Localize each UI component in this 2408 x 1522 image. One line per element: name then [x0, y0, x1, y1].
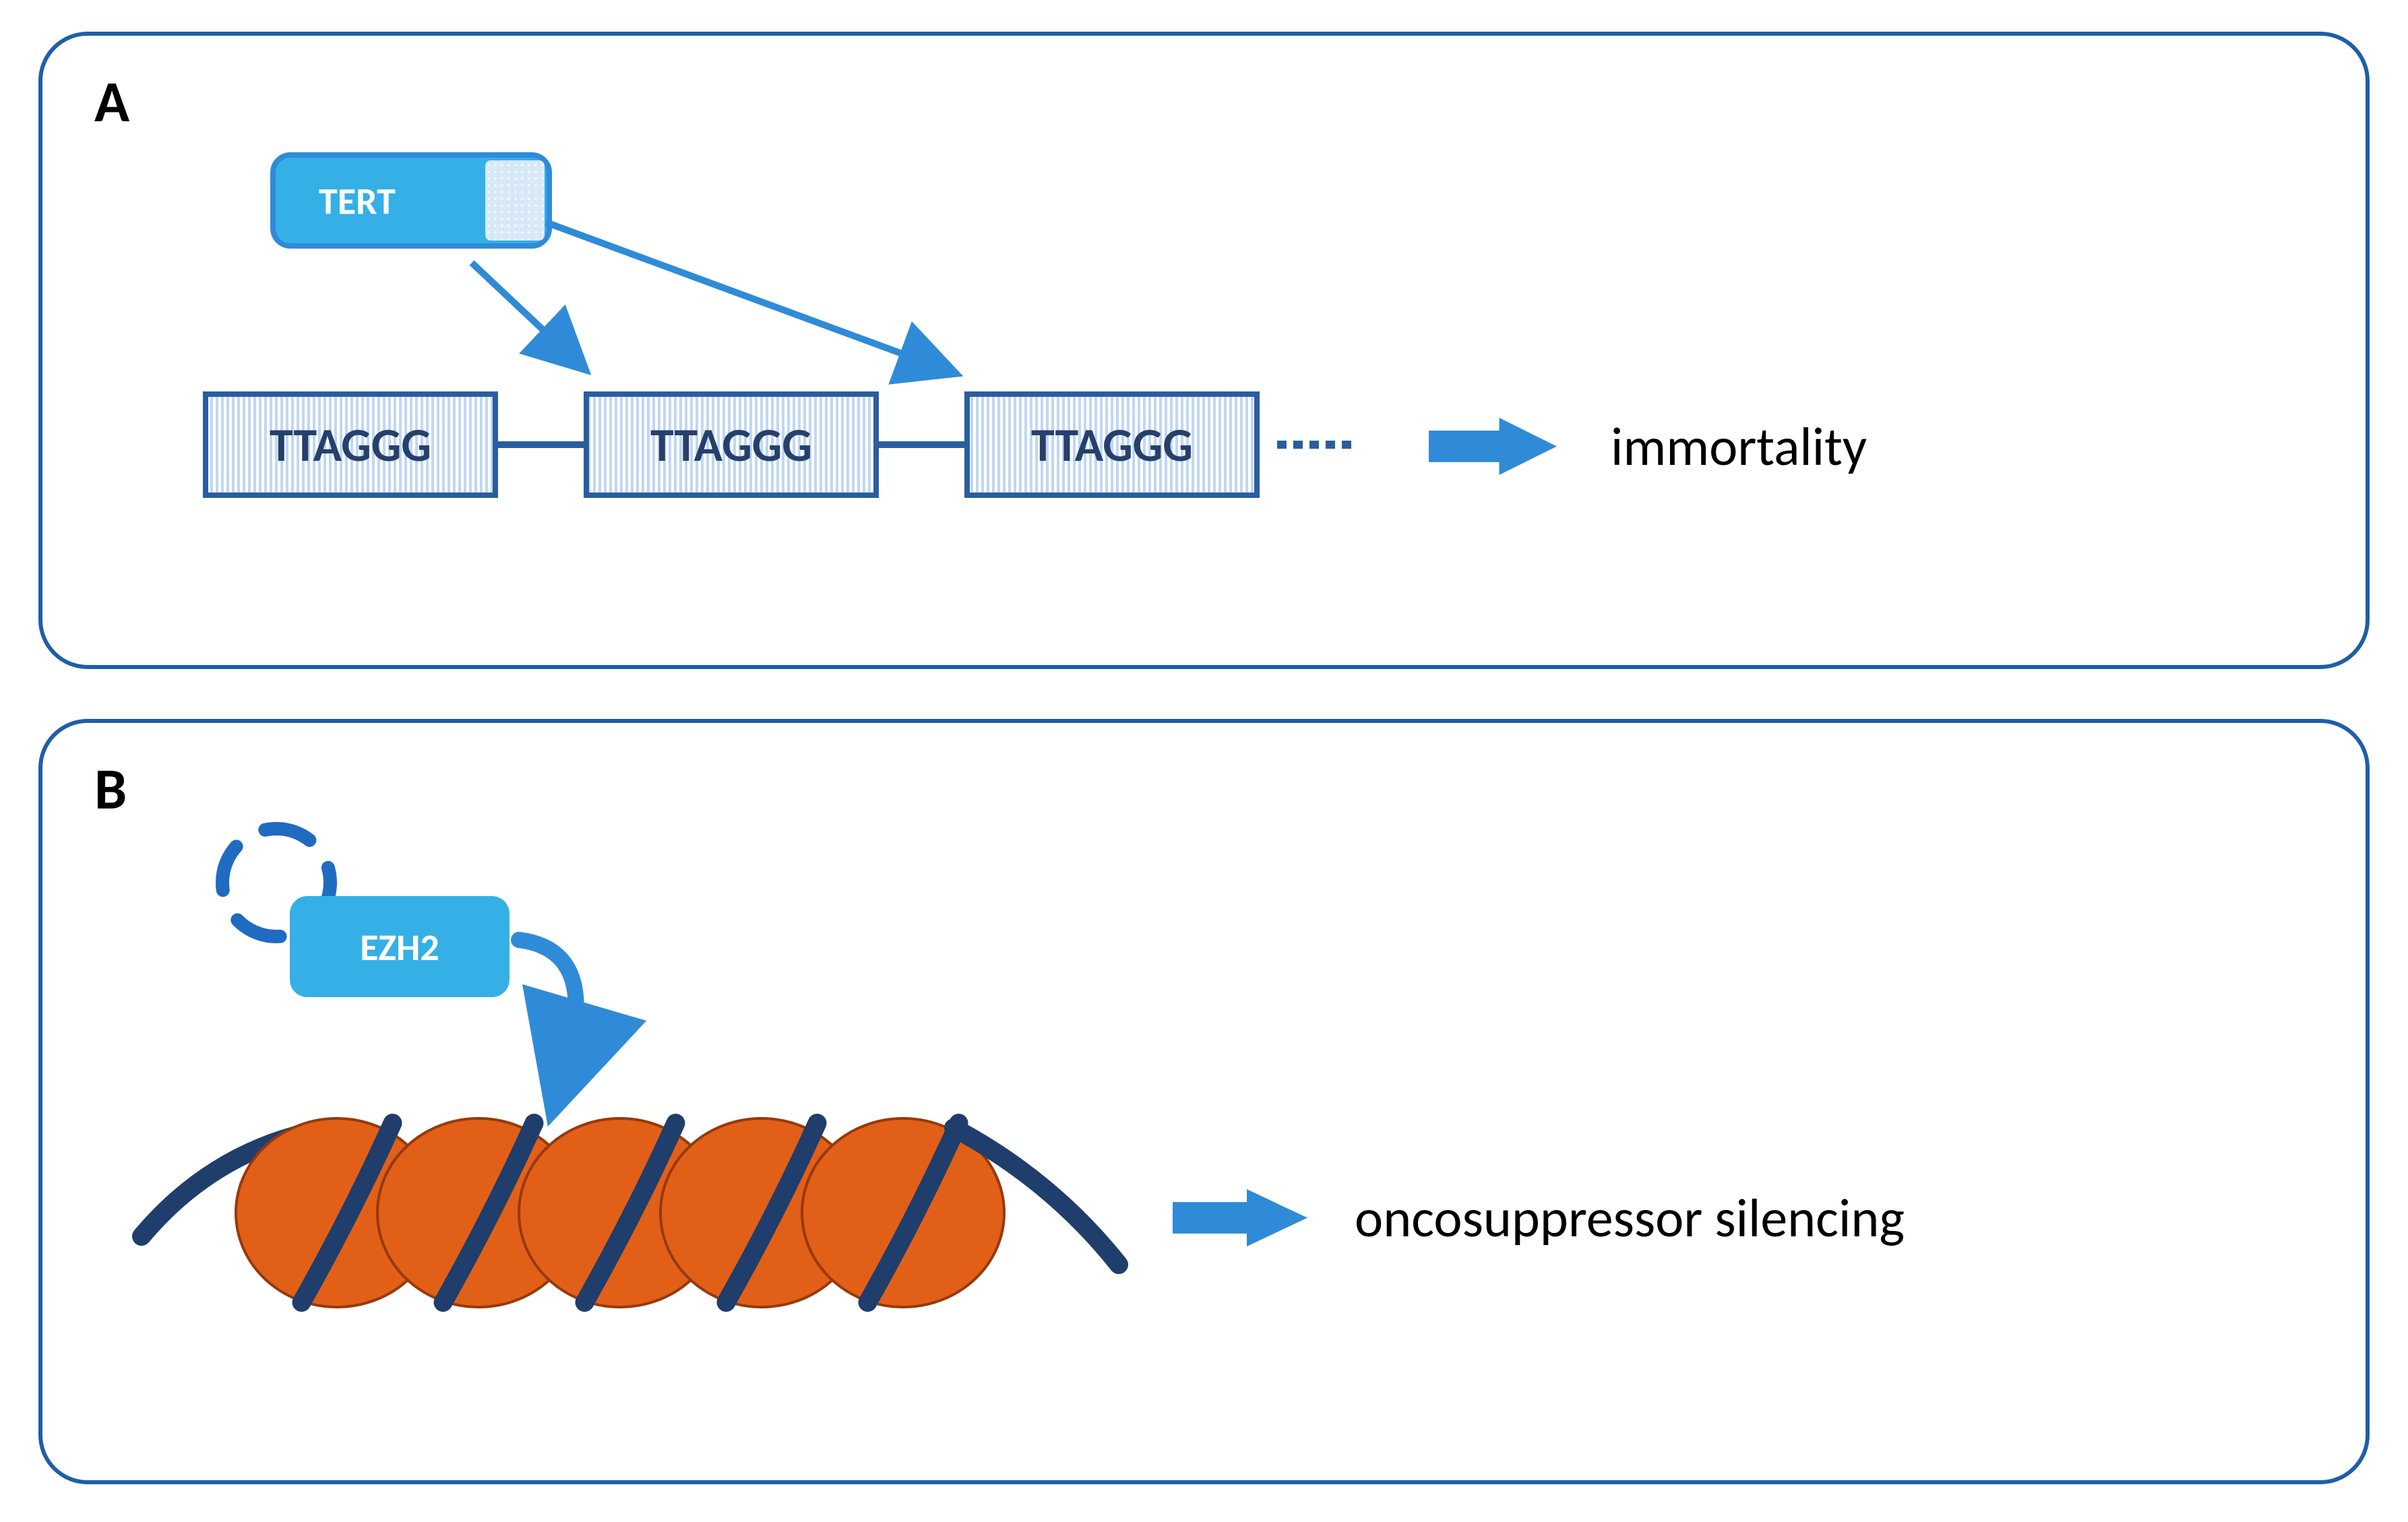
panel-a: A TERT TTAGGG TTAGGG TTAGGG immortality: [40, 34, 2368, 667]
telomere-repeat-label: TTAGGG: [650, 416, 812, 474]
ezh2-protein: EZH2: [290, 896, 510, 997]
telomere-ellipsis-dot: [1309, 441, 1319, 449]
telomere-repeat-3: TTAGGG: [967, 394, 1257, 495]
outcome-text-b: oncosuppressor silencing: [1355, 1186, 1905, 1251]
tert-protein: TERT: [273, 155, 549, 246]
panel-a-frame: [40, 34, 2368, 667]
telomere-repeat-2: TTAGGG: [586, 394, 876, 495]
panel-b-frame: [40, 721, 2368, 1482]
tert-patch: [485, 160, 545, 241]
telomere-ellipsis-dot: [1326, 441, 1335, 449]
telomere-repeat-label: TTAGGG: [270, 416, 431, 474]
ezh2-label: EZH2: [360, 925, 439, 971]
panel-a-label: A: [94, 67, 130, 137]
telomere-repeat-label: TTAGGG: [1031, 416, 1193, 474]
tert-label: TERT: [319, 179, 396, 225]
telomere-ellipsis-dot: [1277, 441, 1287, 449]
outcome-text-a: immortality: [1611, 414, 1867, 480]
telomere-ellipsis-dot: [1293, 441, 1303, 449]
panel-b: B EZH2 oncosuppressor silencing: [40, 721, 2368, 1482]
telomere-repeat-1: TTAGGG: [206, 394, 495, 495]
panel-b-label: B: [94, 754, 127, 825]
telomere-ellipsis-dot: [1342, 441, 1351, 449]
